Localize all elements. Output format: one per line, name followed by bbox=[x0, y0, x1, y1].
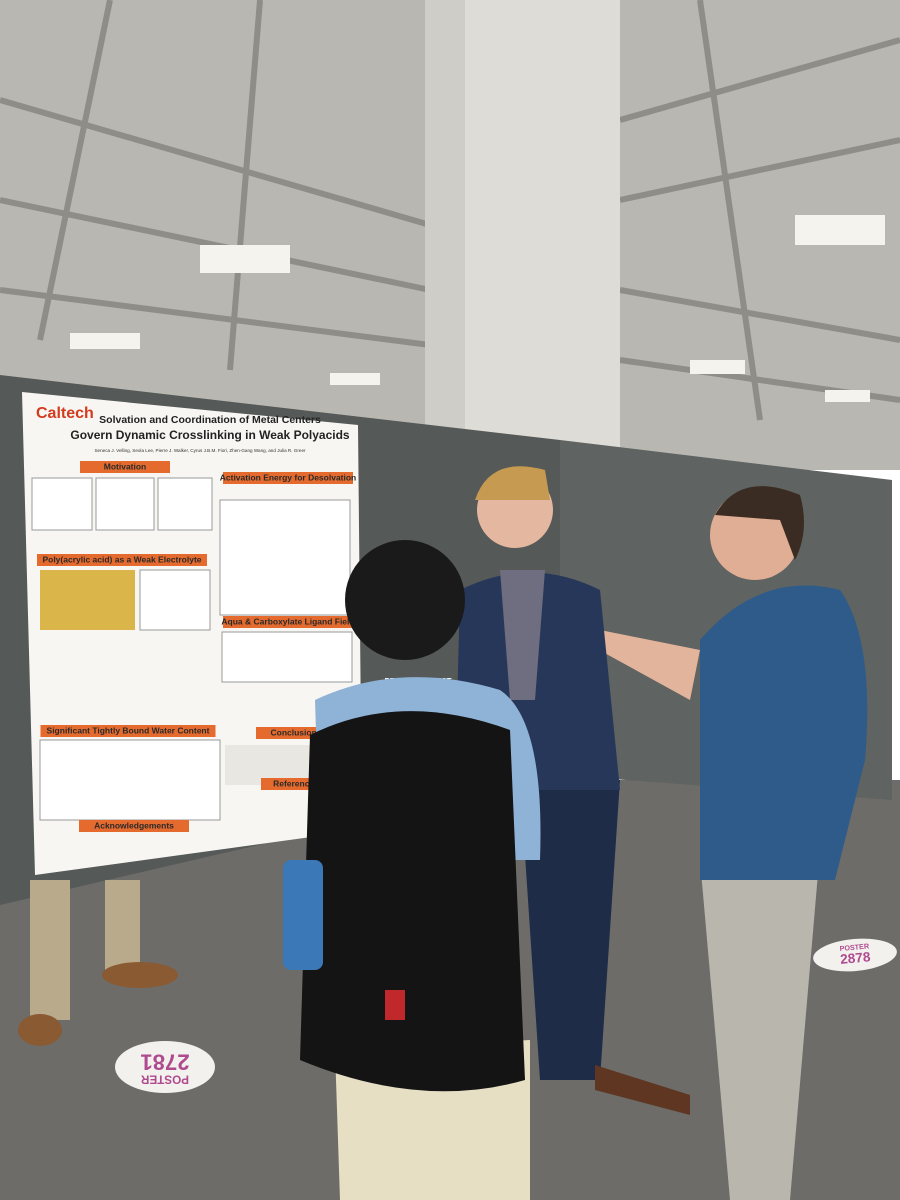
section-heading-bg bbox=[40, 725, 216, 737]
section-heading: Motivation bbox=[104, 461, 147, 471]
section-heading-bg bbox=[223, 472, 353, 484]
background-legs bbox=[18, 880, 178, 1046]
floor-marker-disc bbox=[115, 1041, 215, 1093]
section-heading: Aqua & Carboxylate Ligand Field bbox=[221, 616, 354, 626]
floor-marker-disc bbox=[813, 938, 897, 972]
backpack-tag bbox=[385, 990, 405, 1020]
poster-title: Solvation and Coordination of Metal Cent… bbox=[99, 414, 321, 426]
ceiling-lights bbox=[70, 215, 885, 402]
floor-marker-number: 2781 bbox=[140, 1050, 189, 1075]
section-heading: Significant Tightly Bound Water Content bbox=[47, 725, 210, 735]
section-heading: Poly(acrylic acid) as a Weak Electrolyte bbox=[42, 554, 201, 564]
section-heading: Activation Energy for Desolvation bbox=[220, 472, 357, 482]
section-heading-bg bbox=[79, 820, 189, 832]
section-heading: Conclusions bbox=[270, 727, 321, 737]
section-heading: References bbox=[273, 778, 319, 788]
section-heading: Acknowledgements bbox=[94, 820, 174, 830]
section-heading-bg bbox=[37, 554, 207, 566]
floor-marker-number: 2878 bbox=[840, 949, 872, 967]
water-bottle bbox=[283, 860, 323, 970]
person-student bbox=[283, 540, 541, 1200]
pillar-shade bbox=[425, 0, 465, 450]
poster-figures: Motivation Activation Energy for Desolvat… bbox=[31, 461, 357, 832]
poster-authors: Seneca J. Velling, Seola Lee, Pierre J. … bbox=[94, 448, 306, 453]
section-heading-bg bbox=[223, 616, 353, 628]
person-right bbox=[590, 486, 868, 1200]
section-heading-bg bbox=[80, 461, 170, 473]
poster-title: Govern Dynamic Crosslinking in Weak Poly… bbox=[70, 428, 350, 442]
floor-marker-label: POSTER bbox=[839, 941, 870, 953]
backpack bbox=[300, 711, 525, 1092]
floor-marker-label: POSTER bbox=[140, 1073, 189, 1086]
poster-institution: Caltech bbox=[36, 405, 94, 422]
